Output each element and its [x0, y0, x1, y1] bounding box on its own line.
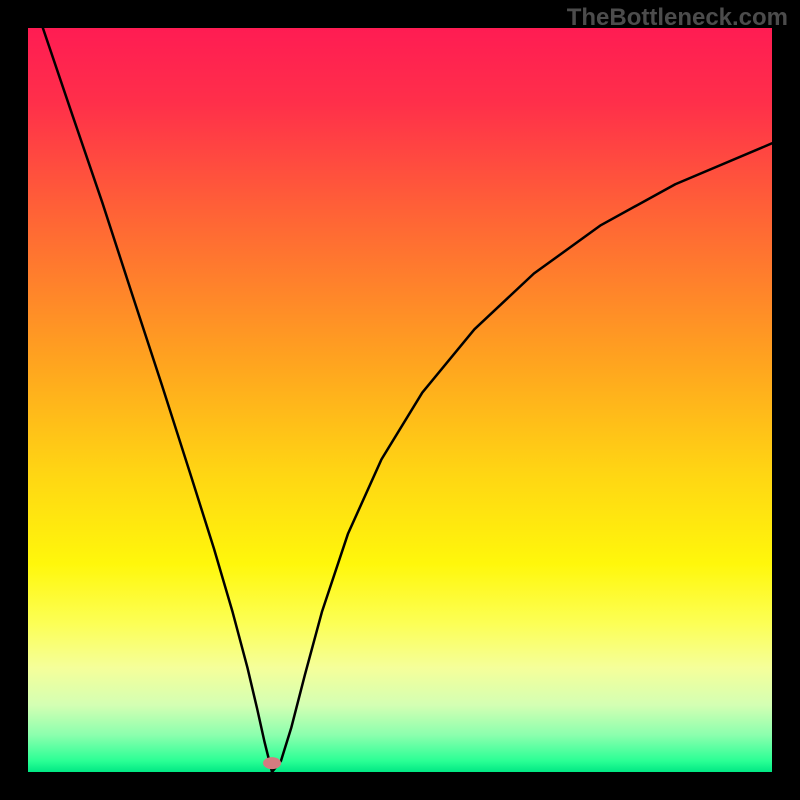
watermark: TheBottleneck.com	[567, 4, 788, 32]
bottleneck-curve	[43, 28, 772, 772]
chart-plot-area	[28, 28, 772, 772]
chart-curve-layer	[28, 28, 772, 772]
vertex-marker	[263, 757, 281, 769]
